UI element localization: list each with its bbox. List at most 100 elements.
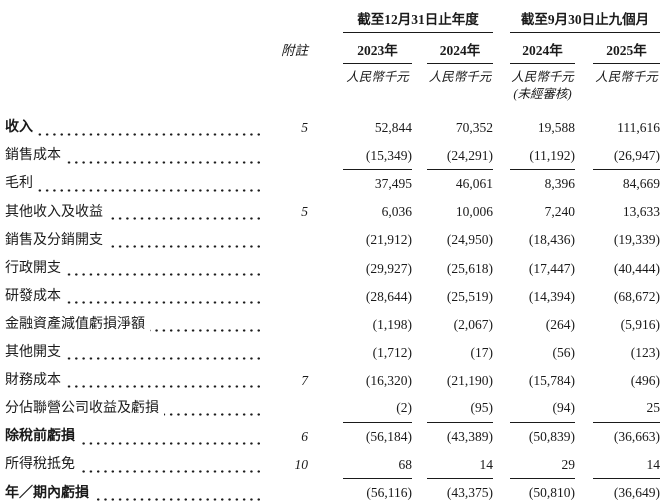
value-cell: 25 — [593, 395, 660, 424]
year-header: 2025年 — [593, 39, 660, 64]
value-cell: (264) — [545, 316, 575, 332]
value-cell: (14,394) — [528, 288, 575, 304]
row-label: 分佔聯營公司收益及虧損 — [5, 400, 164, 418]
unit-label: 人民幣千元 — [428, 70, 492, 84]
value-cell: 14 — [593, 451, 660, 480]
value-cell: (43,389) — [446, 429, 493, 445]
value-cell: (36,649) — [613, 485, 660, 501]
row-label: 年／期內虧損 — [5, 484, 94, 503]
year-header-row: 附註 2023年 2024年 2024年 2025年 — [5, 39, 660, 64]
unit-label: 人民幣千元 — [346, 70, 409, 84]
value-cell: (123) — [630, 344, 660, 360]
value-cell: (15,784) — [528, 372, 575, 388]
value-cell: (26,947) — [593, 142, 660, 171]
row-label: 其他開支 — [5, 344, 66, 362]
value-cell: 29 — [510, 451, 575, 480]
value-cell: 8,396 — [544, 176, 575, 192]
notes-column-header: 附註 — [281, 43, 308, 58]
row-label: 收入 — [5, 119, 38, 137]
unaudited-label: (未經審核) — [513, 87, 572, 101]
value-cell: (36,663) — [613, 429, 660, 445]
header-spacer — [5, 8, 343, 33]
table-row: 研發成本 (28,644) (25,519) (14,394) (68,672) — [5, 282, 660, 311]
year-header: 2023年 — [343, 39, 412, 64]
value-cell: (29,927) — [365, 260, 412, 276]
value-cell: (56,184) — [365, 429, 412, 445]
value-cell: (50,839) — [528, 429, 575, 445]
value-cell: (19,339) — [613, 232, 660, 248]
value-cell: 52,844 — [374, 120, 412, 136]
value-cell: (2,067) — [453, 316, 493, 332]
value-cell: (24,950) — [446, 232, 493, 248]
table-row: 分佔聯營公司收益及虧損 (2) (95) (94) 25 — [5, 394, 660, 424]
table-row: 金融資產減值虧損淨額 (1,198) (2,067) (264) (5,916) — [5, 310, 660, 339]
value-cell: 46,061 — [455, 176, 493, 192]
dot-leader: 銷售成本 — [5, 142, 263, 171]
value-cell: (56,116) — [366, 485, 412, 501]
value-cell: 19,588 — [537, 120, 575, 136]
table-row: 銷售成本 (15,349) (24,291) (11,192) (26,947) — [5, 142, 660, 171]
unit-label: 人民幣千元 (未經審核) — [511, 70, 574, 101]
value-cell: (16,320) — [365, 372, 412, 388]
table-row: 銷售及分銷開支 (21,912) (24,950) (18,436) (19,3… — [5, 226, 660, 255]
value-cell: 14 — [427, 451, 493, 480]
table-row: 毛利 37,495 46,061 8,396 84,669 — [5, 170, 660, 199]
table-body: 收入 5 52,844 70,352 19,588 111,616 銷售成本 (… — [5, 114, 660, 504]
value-cell: (15,349) — [343, 142, 412, 171]
dot-leader: 銷售及分銷開支 — [5, 226, 263, 255]
table-row: 行政開支 (29,927) (25,618) (17,447) (40,444) — [5, 254, 660, 283]
dot-leader: 研發成本 — [5, 282, 263, 311]
value-cell: (21,912) — [365, 232, 412, 248]
row-note: 5 — [301, 204, 308, 220]
value-cell: (18,436) — [528, 232, 575, 248]
notes-column-spacer — [263, 69, 308, 74]
value-cell: 13,633 — [622, 204, 660, 220]
value-cell: (43,375) — [446, 485, 493, 501]
dot-leader: 分佔聯營公司收益及虧損 — [5, 394, 263, 424]
year-header: 2024年 — [510, 39, 575, 64]
table-row: 財務成本 7 (16,320) (21,190) (15,784) (496) — [5, 366, 660, 395]
value-cell: 111,616 — [617, 120, 660, 136]
row-note: 6 — [301, 429, 308, 445]
value-cell: (17,447) — [528, 260, 575, 276]
dot-leader: 毛利 — [5, 170, 263, 199]
period-group-row: 截至12月31日止年度 截至9月30日止九個月 — [5, 8, 660, 33]
table-row: 其他收入及收益 5 6,036 10,006 7,240 13,633 — [5, 198, 660, 227]
dot-leader: 年／期內虧損 — [5, 479, 263, 504]
table-row: 除稅前虧損 6 (56,184) (43,389) (50,839) (36,6… — [5, 423, 660, 452]
value-cell: (24,291) — [427, 142, 493, 171]
column-gap — [493, 8, 510, 33]
table-row: 所得稅抵免 10 68 14 29 14 — [5, 451, 660, 480]
value-cell: (17) — [470, 344, 494, 360]
value-cell: (50,810) — [528, 485, 575, 501]
value-cell: 37,495 — [374, 176, 412, 192]
dot-leader: 收入 — [5, 114, 263, 143]
value-cell: (68,672) — [613, 288, 660, 304]
row-note: 5 — [301, 120, 308, 136]
value-cell: 68 — [343, 451, 412, 480]
dot-leader: 財務成本 — [5, 366, 263, 395]
row-label: 銷售成本 — [5, 147, 66, 165]
value-cell: (40,444) — [613, 260, 660, 276]
table-row: 年／期內虧損 (56,116) (43,375) (50,810) (36,64… — [5, 479, 660, 504]
row-label: 研發成本 — [5, 287, 66, 306]
value-cell: 70,352 — [455, 120, 493, 136]
dot-leader: 所得稅抵免 — [5, 451, 263, 480]
currency-unit-row: 人民幣千元 人民幣千元 人民幣千元 (未經審核) 人民幣千元 — [5, 69, 660, 107]
value-cell: 84,669 — [622, 176, 660, 192]
value-cell: (11,192) — [510, 142, 575, 171]
value-cell: (1,712) — [372, 344, 412, 360]
value-cell: 10,006 — [455, 204, 493, 220]
row-label: 行政開支 — [5, 259, 66, 278]
row-note: 10 — [294, 457, 309, 473]
value-cell: (95) — [427, 395, 493, 424]
value-cell: (25,618) — [446, 260, 493, 276]
dot-leader: 除稅前虧損 — [5, 423, 263, 452]
value-cell: (1,198) — [372, 316, 412, 332]
value-cell: (28,644) — [365, 288, 412, 304]
value-cell: (5,916) — [620, 316, 660, 332]
value-cell: (94) — [510, 395, 575, 424]
year-header: 2024年 — [427, 39, 493, 64]
dot-leader: 其他開支 — [5, 338, 263, 367]
